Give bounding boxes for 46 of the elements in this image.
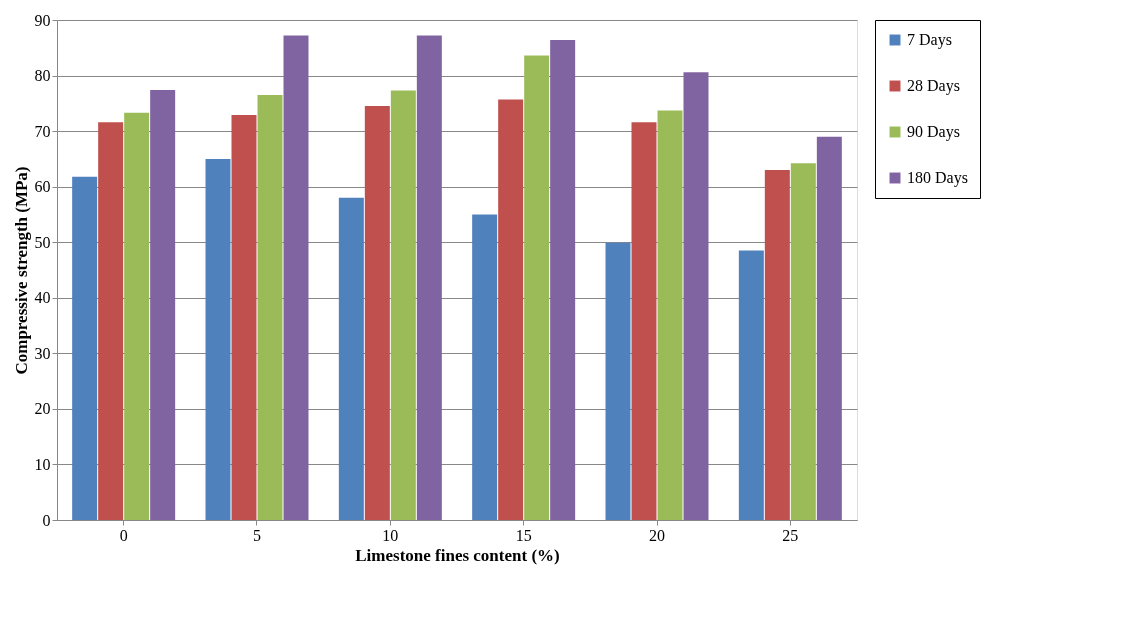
y-tick-label: 10 xyxy=(34,455,51,473)
bar xyxy=(738,250,764,520)
bar xyxy=(764,170,790,520)
y-tick-label: 90 xyxy=(34,11,51,29)
bar xyxy=(631,122,657,520)
bar xyxy=(283,35,309,520)
y-tick-label: 0 xyxy=(42,511,51,529)
legend-label: 28 Days xyxy=(907,77,960,95)
bar xyxy=(390,90,416,520)
bar xyxy=(150,90,176,520)
y-tick-label: 30 xyxy=(34,344,51,362)
bar xyxy=(98,122,124,520)
y-tick-label: 20 xyxy=(34,400,51,418)
legend-label: 90 Days xyxy=(907,123,960,141)
x-tick-label: 20 xyxy=(649,526,665,544)
y-axis-title: Compressive strength (MPa) xyxy=(11,166,31,375)
bar xyxy=(657,110,683,520)
bar xyxy=(790,163,816,520)
bar xyxy=(524,55,550,520)
bar xyxy=(683,72,709,520)
x-tick-label: 15 xyxy=(515,526,532,544)
bar xyxy=(816,136,842,520)
x-tick-label: 5 xyxy=(253,526,261,544)
bar xyxy=(205,158,231,520)
bar xyxy=(472,214,498,520)
bar xyxy=(338,197,364,520)
y-tick-label: 80 xyxy=(34,67,51,85)
bar xyxy=(605,242,631,520)
bar xyxy=(364,106,390,520)
bar xyxy=(72,176,98,520)
y-tick-label: 40 xyxy=(34,289,51,307)
legend-label: 7 Days xyxy=(907,31,952,49)
x-tick-label: 25 xyxy=(782,526,799,544)
x-tick-label: 0 xyxy=(119,526,128,544)
x-axis-title: Limestone fines content (%) xyxy=(355,545,560,565)
y-tick-label: 60 xyxy=(34,178,51,196)
legend-label: 180 Days xyxy=(907,169,968,187)
bar xyxy=(257,95,283,520)
x-tick-label: 10 xyxy=(382,526,399,544)
y-tick-label: 50 xyxy=(34,233,51,251)
bar xyxy=(550,40,576,520)
bar xyxy=(231,115,257,520)
bar xyxy=(498,99,524,520)
bar xyxy=(416,35,442,520)
y-tick-label: 70 xyxy=(34,122,51,140)
bar xyxy=(124,112,150,520)
